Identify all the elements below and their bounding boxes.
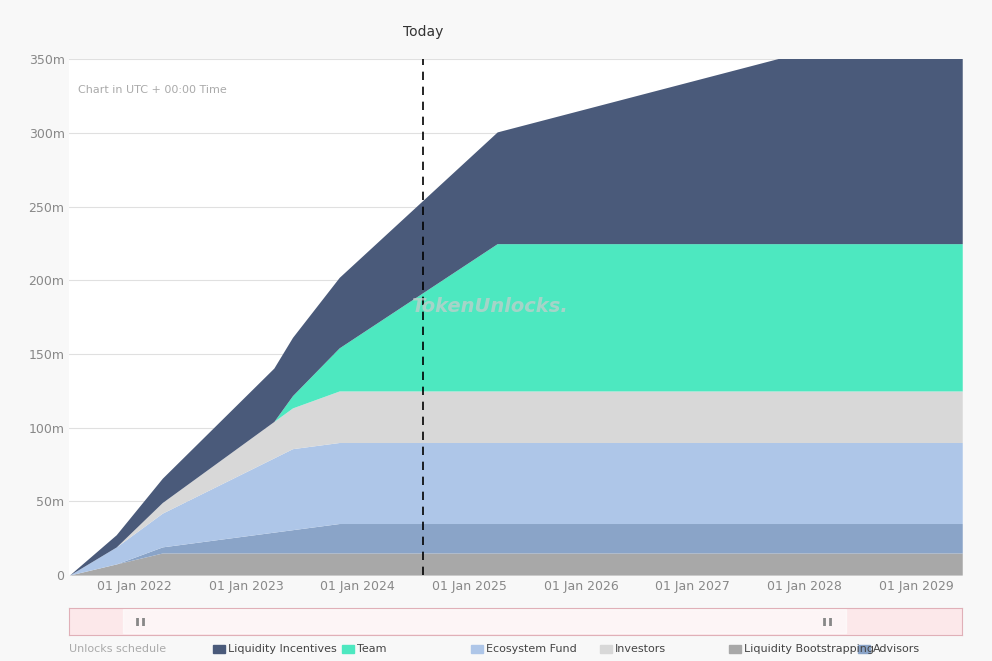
Text: ❚❚: ❚❚ [134, 617, 148, 626]
Text: Investors: Investors [615, 644, 667, 654]
Text: ❚❚: ❚❚ [821, 617, 835, 626]
Text: Team: Team [357, 644, 387, 654]
Text: Chart in UTC + 00:00 Time: Chart in UTC + 00:00 Time [78, 85, 227, 95]
Text: Liquidity Incentives: Liquidity Incentives [228, 644, 337, 654]
Text: Liquidity Bootstrapping: Liquidity Bootstrapping [744, 644, 874, 654]
Text: Today: Today [403, 25, 443, 39]
Text: Ecosystem Fund: Ecosystem Fund [486, 644, 576, 654]
Text: Unlocks schedule: Unlocks schedule [69, 644, 167, 654]
Text: Advisors: Advisors [873, 644, 921, 654]
Text: TokenUnlocks.: TokenUnlocks. [411, 297, 567, 317]
